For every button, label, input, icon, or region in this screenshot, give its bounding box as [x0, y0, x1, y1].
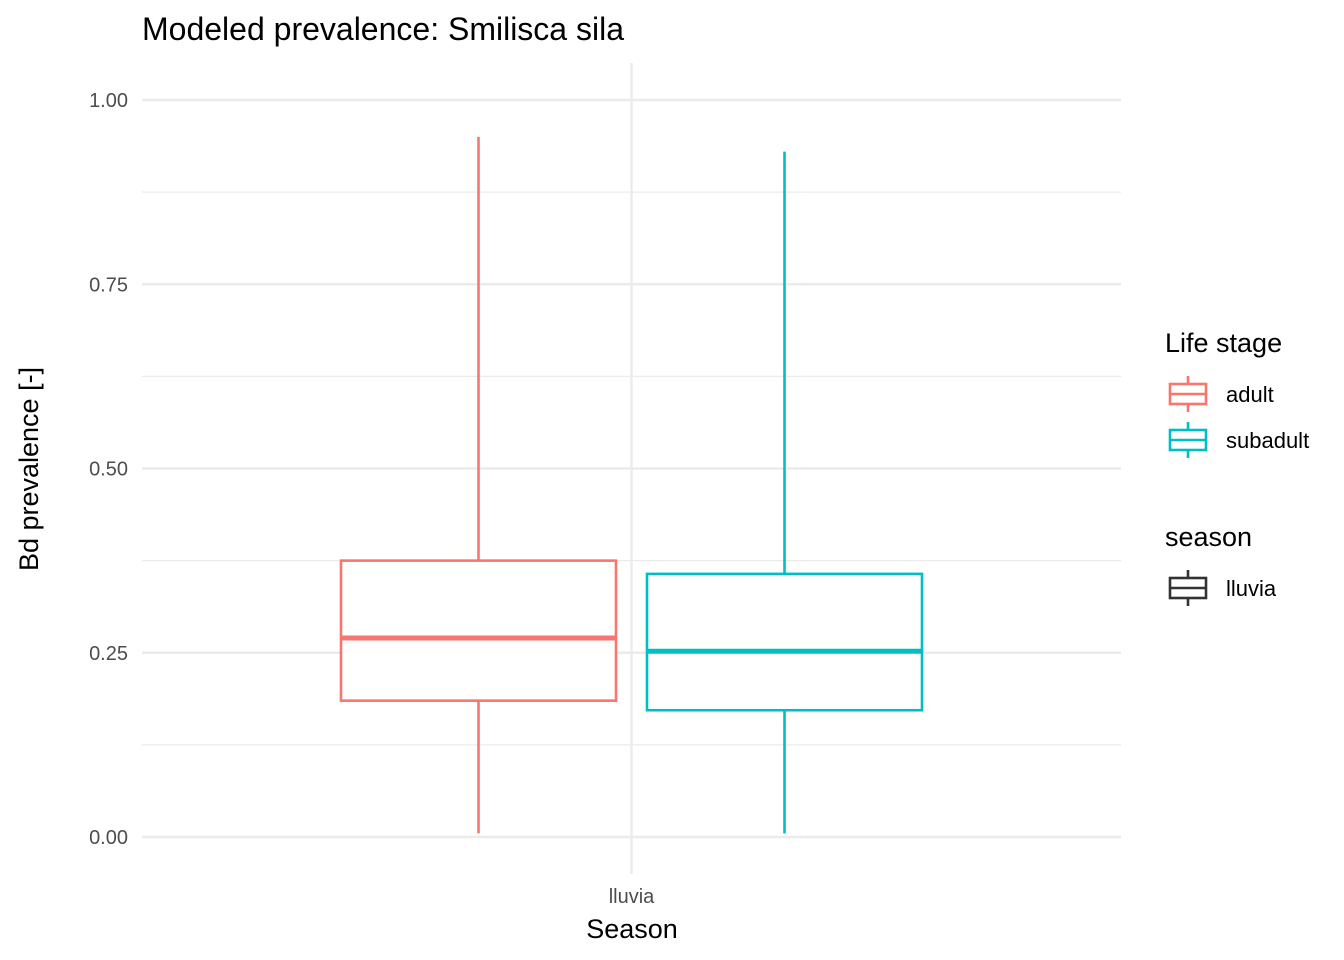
grid: [142, 63, 1121, 874]
y-axis: 0.00 0.25 0.50 0.75 1.00: [89, 90, 128, 849]
legend-label: subadult: [1226, 428, 1309, 453]
y-tick-label: 0.75: [89, 274, 128, 296]
y-axis-title: Bd prevalence [-]: [14, 367, 44, 571]
y-tick-label: 0.50: [89, 459, 128, 481]
legend-group: Life stage adult subadult: [1165, 328, 1309, 458]
legend-key: [1168, 422, 1208, 458]
legend-key: [1168, 376, 1208, 412]
chart-title: Modeled prevalence: Smilisca sila: [142, 11, 624, 47]
box-iqr: [339, 559, 618, 702]
x-axis-title: Season: [586, 914, 678, 944]
legend-label: lluvia: [1226, 576, 1277, 601]
x-axis: lluvia: [609, 886, 655, 908]
legend-title: season: [1165, 522, 1252, 552]
y-tick-label: 0.25: [89, 643, 128, 665]
legend-group: season lluvia: [1165, 522, 1277, 606]
y-tick-label: 1.00: [89, 90, 128, 112]
box-subadult: [645, 151, 924, 834]
boxes: [339, 136, 924, 834]
legend: Life stage adult subadult season lluvia: [1165, 328, 1309, 606]
y-tick-label: 0.00: [89, 827, 128, 849]
x-tick-label: lluvia: [609, 886, 655, 908]
box-iqr: [645, 572, 924, 712]
legend-label: adult: [1226, 382, 1274, 407]
legend-title: Life stage: [1165, 328, 1282, 358]
box-adult: [339, 136, 618, 834]
legend-key: [1168, 570, 1208, 606]
